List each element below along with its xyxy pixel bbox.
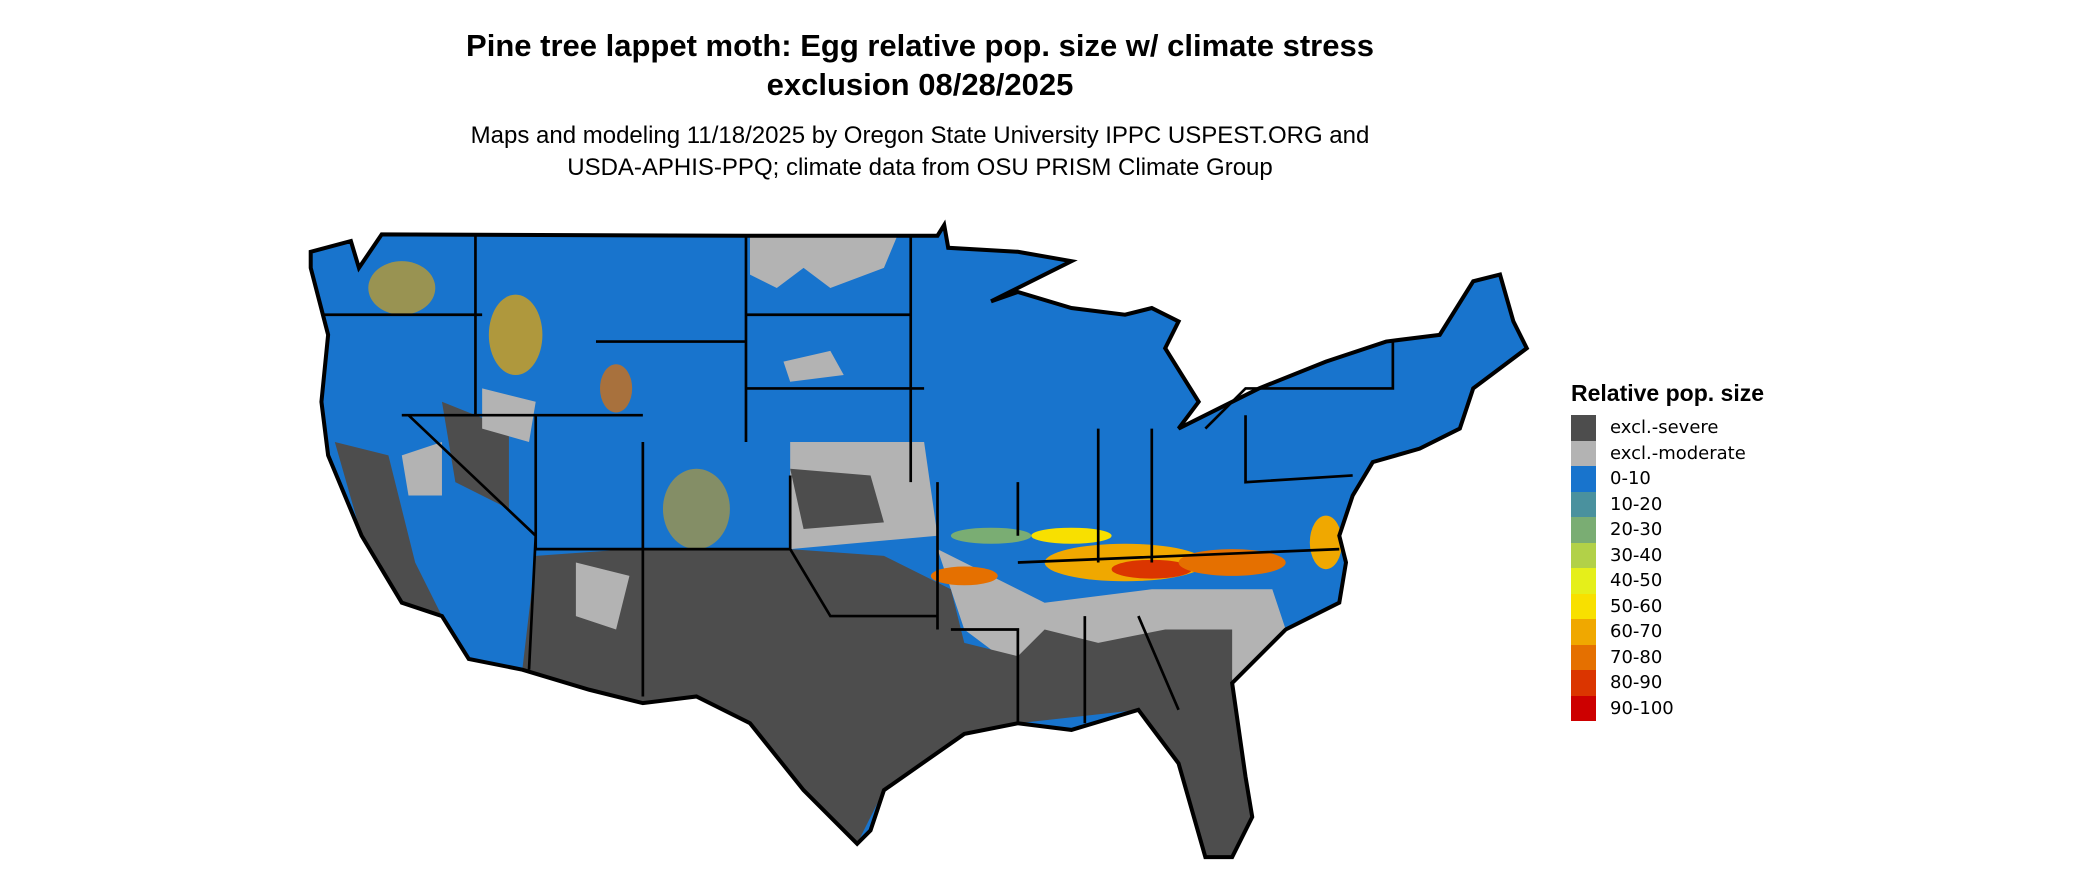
- legend-swatch: [1571, 491, 1596, 517]
- legend-item: 0-10: [1571, 466, 1764, 492]
- legend-item: 10-20: [1571, 491, 1764, 517]
- legend-label: 50-60: [1610, 595, 1663, 617]
- legend-item: excl.-severe: [1571, 415, 1764, 441]
- legend-item: excl.-moderate: [1571, 440, 1764, 466]
- legend-swatch: [1571, 568, 1596, 594]
- region-high-suitability: [368, 261, 1342, 586]
- map-subtitle: Maps and modeling 11/18/2025 by Oregon S…: [380, 120, 1460, 184]
- legend-swatch: [1571, 593, 1596, 619]
- legend-label: 60-70: [1610, 621, 1663, 643]
- legend-swatch: [1571, 619, 1596, 645]
- legend-label: 20-30: [1610, 519, 1663, 541]
- legend-item: 90-100: [1571, 695, 1764, 721]
- legend-label: 30-40: [1610, 544, 1663, 566]
- legend-label: excl.-moderate: [1610, 442, 1746, 464]
- legend-swatch: [1571, 466, 1596, 492]
- legend-swatch: [1571, 542, 1596, 568]
- legend-swatch: [1571, 517, 1596, 543]
- legend-item: 50-60: [1571, 593, 1764, 619]
- legend-item: 30-40: [1571, 542, 1764, 568]
- legend-label: 10-20: [1610, 493, 1663, 515]
- legend-item: 70-80: [1571, 644, 1764, 670]
- state-borders: [311, 225, 1527, 857]
- legend-label: 0-10: [1610, 468, 1651, 490]
- region-excl-moderate-west: [401, 388, 630, 630]
- legend-label: 40-50: [1610, 570, 1663, 592]
- legend-swatch: [1571, 440, 1596, 466]
- subtitle-line-1: Maps and modeling 11/18/2025 by Oregon S…: [470, 122, 1370, 149]
- title-line-2: exclusion 08/28/2025: [766, 67, 1074, 102]
- legend-item: 20-30: [1571, 517, 1764, 543]
- legend-swatch: [1571, 644, 1596, 670]
- legend-item: 80-90: [1571, 670, 1764, 696]
- legend-swatch: [1571, 695, 1596, 721]
- legend-item: 40-50: [1571, 568, 1764, 594]
- legend-label: 80-90: [1610, 672, 1663, 694]
- region-excl-severe-south: [334, 401, 1253, 858]
- legend-swatch: [1571, 415, 1596, 441]
- legend-item: 60-70: [1571, 619, 1764, 645]
- legend-label: excl.-severe: [1610, 417, 1719, 439]
- title-line-1: Pine tree lappet moth: Egg relative pop.…: [466, 28, 1374, 63]
- legend-title: Relative pop. size: [1571, 380, 1765, 406]
- legend-swatch: [1571, 670, 1596, 696]
- region-excl-moderate-plains: [750, 235, 1286, 710]
- map-title: Pine tree lappet moth: Egg relative pop.…: [380, 26, 1460, 104]
- legend-label: 90-100: [1610, 697, 1674, 719]
- legend: Relative pop. size excl.-severe excl.-mod…: [1571, 380, 1764, 721]
- legend-label: 70-80: [1610, 646, 1663, 668]
- subtitle-line-2: USDA-APHIS-PPQ; climate data from OSU PR…: [567, 154, 1273, 181]
